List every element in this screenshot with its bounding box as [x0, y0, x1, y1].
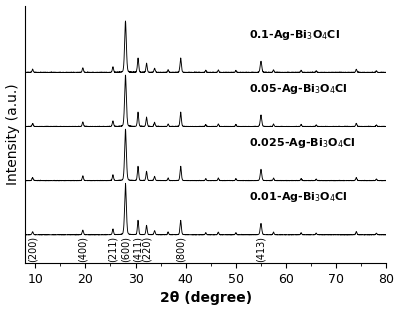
Text: (411): (411) [133, 236, 143, 262]
Text: (413): (413) [256, 236, 266, 262]
Y-axis label: Intensity (a.u.): Intensity (a.u.) [6, 84, 20, 185]
Text: 0.05-Ag-Bi$_3$O$_4$Cl: 0.05-Ag-Bi$_3$O$_4$Cl [249, 82, 348, 96]
Text: (400): (400) [78, 236, 88, 262]
Text: 0.01-Ag-Bi$_3$O$_4$Cl: 0.01-Ag-Bi$_3$O$_4$Cl [249, 190, 348, 204]
Text: (200): (200) [28, 236, 38, 262]
Text: 0.025-Ag-Bi$_3$O$_4$Cl: 0.025-Ag-Bi$_3$O$_4$Cl [249, 136, 356, 150]
Text: (211): (211) [108, 236, 118, 262]
Text: 0.1-Ag-Bi$_3$O$_4$Cl: 0.1-Ag-Bi$_3$O$_4$Cl [249, 28, 340, 42]
Text: (800): (800) [176, 236, 186, 262]
X-axis label: 2θ (degree): 2θ (degree) [160, 291, 252, 305]
Text: (600): (600) [120, 236, 130, 262]
Text: (220): (220) [142, 236, 152, 262]
